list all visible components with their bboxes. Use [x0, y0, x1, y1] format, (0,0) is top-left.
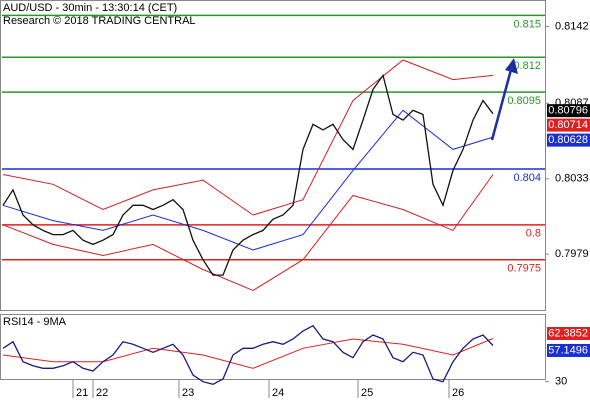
last-value-label: 62.3852 — [548, 327, 588, 339]
last-value-box — [547, 343, 590, 357]
x-tick-label: 24 — [272, 387, 284, 399]
last-value-box — [547, 133, 590, 147]
rsi-title: RSI14 - 9MA — [3, 316, 67, 328]
forecast-arrow — [490, 65, 514, 141]
last-value-label: 0.80796 — [548, 105, 588, 117]
last-value-box — [547, 118, 590, 132]
last-value-label: 0.80628 — [548, 134, 588, 146]
series-line — [2, 324, 494, 385]
x-tick-label: 26 — [452, 387, 464, 399]
chart-title: AUD/USD - 30min - 13:30:14 (CET) — [3, 2, 177, 14]
series-line — [2, 109, 494, 251]
x-tick-label: 21 — [76, 387, 88, 399]
level-label: 0.804 — [513, 172, 541, 184]
level-label: 0.8095 — [507, 95, 541, 107]
level-label: 0.815 — [513, 18, 541, 30]
plot-layer: 0.81420.80870.80330.79790.8150.8120.8095… — [2, 14, 590, 399]
last-value-label: 0.80714 — [548, 119, 588, 131]
level-label: 0.7975 — [507, 263, 541, 275]
series-line — [2, 174, 494, 292]
last-value-box — [547, 326, 590, 340]
level-label: 0.8 — [526, 228, 541, 240]
series-line — [2, 59, 494, 216]
x-tick-label: 25 — [361, 387, 373, 399]
rsi-panel-frame — [0, 314, 546, 380]
y-tick-label: 0.7979 — [555, 248, 589, 260]
y-tick-label: 0.8033 — [555, 173, 589, 185]
y-tick-label: 30 — [555, 376, 567, 388]
series-line — [2, 338, 494, 369]
chart-subtitle: Research © 2018 TRADING CENTRAL — [3, 15, 196, 27]
level-label: 0.812 — [513, 60, 541, 72]
x-tick-label: 22 — [96, 387, 108, 399]
forecast-arrow-head — [505, 58, 518, 74]
main-panel-frame — [0, 0, 546, 311]
series-line — [2, 73, 494, 276]
last-value-box — [547, 104, 590, 118]
last-value-label: 57.1496 — [548, 344, 588, 356]
y-tick-label: 0.8142 — [555, 20, 589, 32]
x-tick-label: 23 — [182, 387, 194, 399]
